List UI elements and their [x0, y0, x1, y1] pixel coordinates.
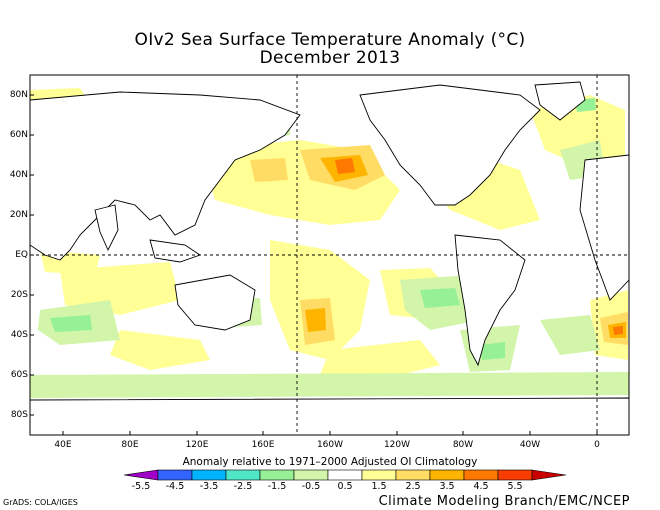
- legend-tick-label: -2.5: [233, 481, 253, 492]
- lon-label-120e: 120E: [185, 440, 209, 450]
- lon-label-160w: 160W: [316, 440, 344, 450]
- legend-tick-label: -4.5: [165, 481, 185, 492]
- lat-label-60n: 60N: [9, 130, 28, 140]
- lat-label-80n: 80N: [9, 90, 28, 100]
- lat-label-eq: EQ: [15, 250, 28, 260]
- grads-credit: GrADS: COLA/IGES: [3, 498, 78, 507]
- coastlines: [30, 81, 629, 435]
- legend-tick-label: 5.5: [507, 481, 523, 492]
- cmb-credit: Climate Modeling Branch/EMC/NCEP: [378, 494, 630, 509]
- legend-tick-label: 1.5: [371, 481, 387, 492]
- legend-tick-label: 2.5: [405, 481, 421, 492]
- legend-tick-label: 3.5: [439, 481, 455, 492]
- legend-tick-label: -5.5: [131, 481, 151, 492]
- lat-label-80s: 80S: [10, 410, 28, 420]
- legend-tick-label: -0.5: [301, 481, 321, 492]
- lon-label-40e: 40E: [54, 440, 72, 450]
- lat-label-20s: 20S: [10, 290, 28, 300]
- legend-tick-label: -1.5: [267, 481, 287, 492]
- legend-tick-label: 4.5: [473, 481, 489, 492]
- legend-tick-label: -3.5: [199, 481, 219, 492]
- lon-label-40w: 40W: [519, 440, 541, 450]
- lat-label-40s: 40S: [10, 330, 28, 340]
- lon-label-120w: 120W: [383, 440, 411, 450]
- legend-tick-label: 0.5: [337, 481, 353, 492]
- map-title: OIv2 Sea Surface Temperature Anomaly (°C…: [134, 30, 526, 50]
- lon-label-80e: 80E: [121, 440, 139, 450]
- lat-label-40n: 40N: [9, 170, 28, 180]
- map-date: December 2013: [259, 48, 401, 68]
- axis-ticks: [30, 94, 598, 435]
- lon-label-80w: 80W: [452, 440, 474, 450]
- lat-label-20n: 20N: [9, 210, 28, 220]
- lon-label-0: 0: [594, 440, 600, 450]
- legend-subtitle: Anomaly relative to 1971–2000 Adjusted O…: [182, 456, 478, 468]
- lon-label-160e: 160E: [251, 440, 275, 450]
- lat-label-60s: 60S: [10, 370, 28, 380]
